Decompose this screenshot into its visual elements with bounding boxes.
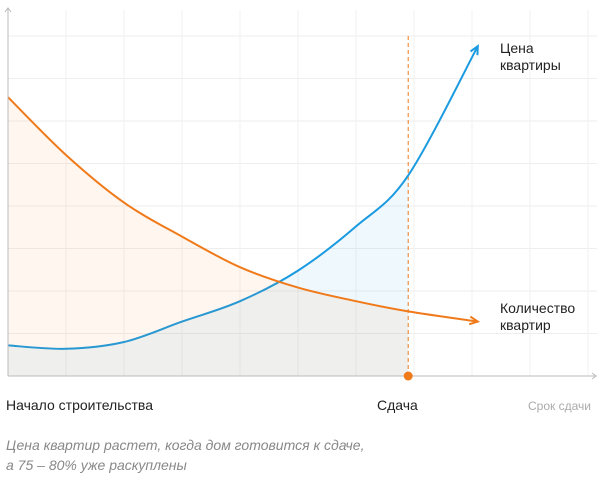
- area: [8, 97, 409, 376]
- marker-dot: [403, 371, 413, 381]
- x-arrow: [591, 372, 597, 380]
- note: а 75 – 80% уже раскуплены: [6, 457, 187, 473]
- arrowhead: [469, 44, 479, 56]
- line: [7, 45, 479, 350]
- x-axis-label: Срок сдачи: [528, 399, 591, 413]
- x-start-label: Начало строительства: [6, 397, 153, 413]
- area: [8, 175, 409, 376]
- note: Цена квартир растет, когда дом готовится…: [6, 437, 365, 453]
- series-label: Количество квартир: [500, 300, 576, 333]
- line: [7, 96, 478, 323]
- y-arrow: [4, 7, 12, 13]
- series-label: Цена квартиры: [500, 40, 561, 73]
- arrowhead: [468, 315, 481, 326]
- x-marker-label: Сдача: [377, 397, 418, 413]
